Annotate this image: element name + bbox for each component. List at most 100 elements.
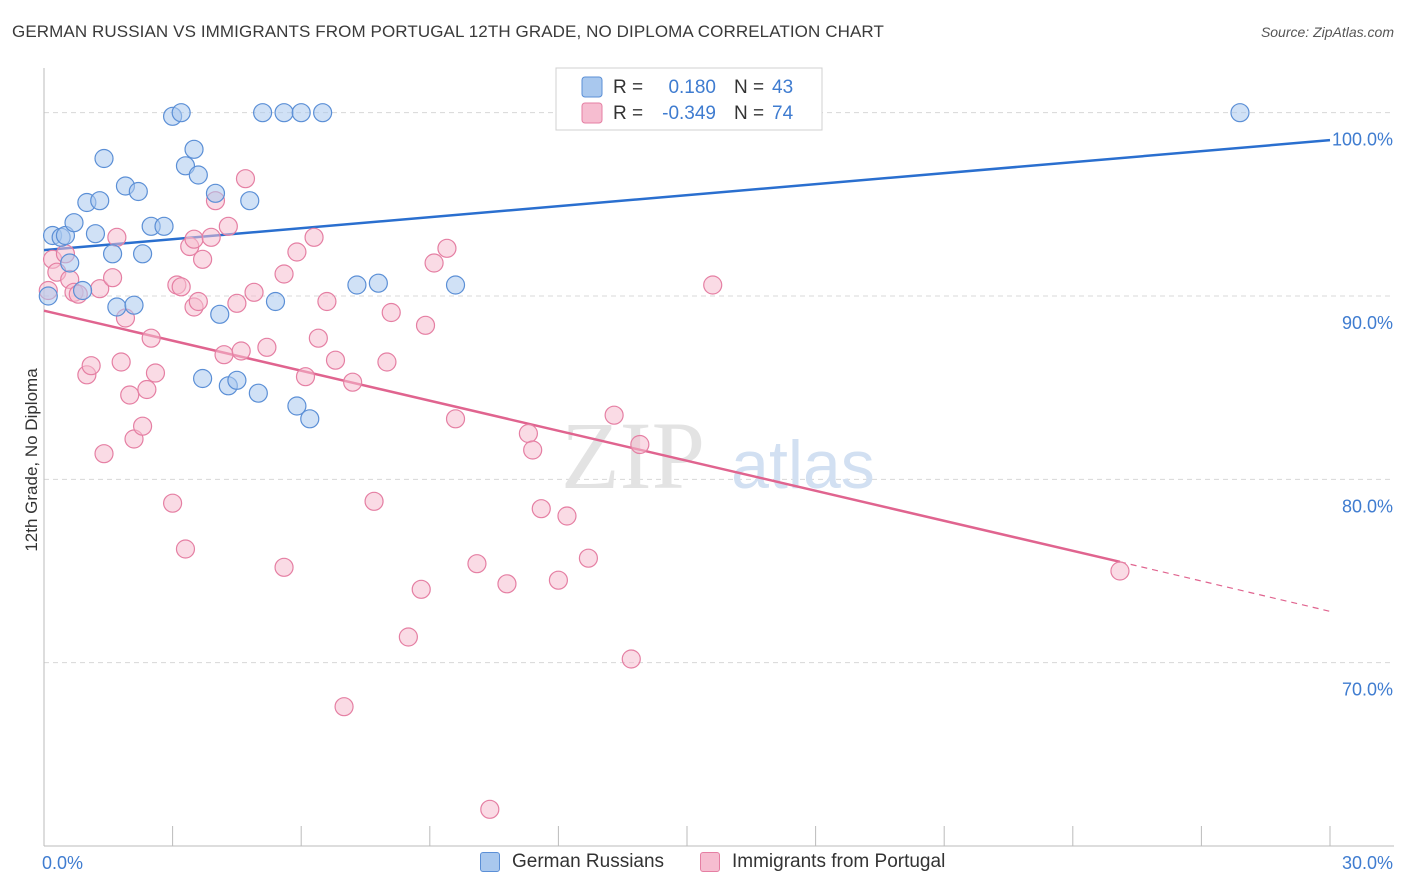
point-german-russians-34: [291, 103, 311, 123]
point-immigrants-portugal-68: [604, 405, 624, 425]
point-immigrants-portugal-45: [317, 291, 337, 312]
point-immigrants-portugal-12: [107, 227, 127, 247]
y-axis-title: 12th Grade, No Diploma: [22, 368, 41, 552]
point-immigrants-portugal-23: [163, 493, 183, 513]
legend-box: R = 0.180 N = 43 R = -0.349 N = 74: [555, 67, 823, 131]
point-immigrants-portugal-63: [531, 499, 551, 519]
point-immigrants-portugal-54: [415, 315, 436, 335]
point-immigrants-portugal-30: [201, 227, 221, 247]
point-immigrants-portugal-53: [411, 579, 431, 599]
axis-labels: 70.0% 80.0% 90.0% 100.0% 0.0% 30.0% 12th Grade…: [22, 130, 1393, 873]
point-immigrants-portugal-55: [424, 253, 444, 273]
point-immigrants-portugal-19: [141, 328, 161, 348]
point-immigrants-portugal-50: [377, 352, 397, 372]
point-immigrants-portugal-11: [102, 268, 123, 288]
legend-swatch-blue: [581, 76, 603, 98]
point-german-russians-22: [188, 165, 208, 185]
point-immigrants-portugal-64: [548, 570, 569, 590]
point-immigrants-portugal-38: [257, 337, 277, 357]
legend-swatch-pink: [581, 102, 603, 124]
point-immigrants-portugal-13: [111, 352, 131, 372]
point-immigrants-portugal-26: [184, 229, 204, 249]
point-immigrants-portugal-43: [304, 227, 324, 247]
point-immigrants-portugal-15: [120, 385, 140, 405]
point-german-russians-8: [90, 191, 110, 211]
data-points: [38, 103, 1250, 819]
legend-n-value-pink: 74: [772, 103, 794, 124]
point-german-russians-35: [300, 409, 320, 429]
trend-line-immigrants-portugal-extension: [1119, 561, 1331, 612]
watermark: ZIP atlas: [561, 402, 875, 509]
point-german-russians-11: [107, 297, 127, 317]
bottom-legend-item-german-russians: German Russians: [480, 851, 664, 873]
point-immigrants-portugal-41: [287, 242, 307, 262]
x-tick-label-max: 30.0%: [1342, 853, 1393, 873]
point-immigrants-portugal-52: [398, 627, 418, 647]
point-immigrants-portugal-10: [94, 444, 114, 464]
point-immigrants-portugal-57: [445, 409, 466, 429]
point-german-russians-37: [347, 275, 367, 295]
point-german-russians-28: [240, 191, 260, 211]
point-immigrants-portugal-34: [227, 293, 247, 313]
bottom-legend-label-pink: Immigrants from Portugal: [732, 851, 946, 872]
point-immigrants-portugal-22: [171, 277, 191, 297]
point-german-russians-29: [248, 383, 268, 403]
point-german-russians-39: [445, 275, 466, 295]
point-immigrants-portugal-49: [364, 491, 384, 511]
y-tick-label-70: 70.0%: [1342, 680, 1393, 700]
point-immigrants-portugal-48: [343, 372, 363, 392]
point-immigrants-portugal-58: [467, 554, 487, 574]
bottom-legend-swatch-pink: [700, 852, 720, 872]
point-immigrants-portugal-35: [231, 341, 251, 361]
y-tick-label-100: 100.0%: [1332, 130, 1393, 150]
point-immigrants-portugal-47: [334, 697, 354, 717]
point-immigrants-portugal-37: [244, 282, 264, 302]
point-immigrants-portugal-56: [437, 238, 457, 258]
point-immigrants-portugal-65: [557, 506, 577, 526]
point-immigrants-portugal-18: [137, 379, 157, 400]
point-german-russians-10: [102, 244, 123, 264]
point-german-russians-33: [287, 396, 307, 416]
point-immigrants-portugal-29: [193, 249, 213, 269]
chart-title: GERMAN RUSSIAN VS IMMIGRANTS FROM PORTUG…: [12, 22, 884, 41]
point-immigrants-portugal-33: [218, 216, 238, 236]
point-immigrants-portugal-60: [497, 574, 517, 594]
bottom-legend-label-blue: German Russians: [512, 851, 665, 872]
point-immigrants-portugal-28: [188, 291, 208, 312]
point-german-russians-17: [154, 216, 174, 236]
trend-line-immigrants-portugal: [43, 309, 1121, 564]
point-immigrants-portugal-69: [621, 649, 641, 669]
source-label: Source: ZipAtlas.com: [1260, 24, 1394, 40]
legend-n-label-blue: N =: [734, 77, 764, 98]
point-german-russians-31: [265, 291, 286, 312]
point-german-russians-15: [132, 244, 153, 264]
point-german-russians-32: [274, 103, 294, 123]
point-immigrants-portugal-73: [1110, 561, 1130, 581]
legend-r-value-pink: -0.349: [662, 103, 716, 124]
point-immigrants-portugal-42: [295, 367, 316, 387]
legend-n-value-blue: 43: [772, 77, 793, 98]
point-german-russians-13: [124, 295, 144, 315]
point-immigrants-portugal-32: [214, 345, 234, 365]
watermark-atlas: atlas: [731, 427, 875, 503]
point-immigrants-portugal-61: [518, 423, 538, 444]
axes: [43, 68, 1394, 847]
point-immigrants-portugal-44: [308, 328, 328, 348]
point-immigrants-portugal-36: [235, 169, 256, 189]
point-german-russians-3: [60, 253, 80, 273]
point-german-russians-30: [253, 103, 273, 123]
point-german-russians-23: [193, 368, 213, 389]
y-tick-label-80: 80.0%: [1342, 496, 1393, 516]
legend-r-label-blue: R =: [613, 77, 643, 98]
point-immigrants-portugal-40: [274, 557, 294, 577]
point-german-russians-9: [94, 148, 114, 169]
point-german-russians-25: [210, 304, 230, 324]
point-german-russians-19: [171, 103, 191, 123]
point-immigrants-portugal-46: [325, 350, 346, 370]
point-german-russians-7: [85, 224, 106, 244]
point-immigrants-portugal-51: [381, 302, 401, 323]
point-immigrants-portugal-17: [132, 416, 153, 436]
legend-r-value-blue: 0.180: [668, 77, 716, 98]
point-immigrants-portugal-62: [523, 440, 543, 460]
